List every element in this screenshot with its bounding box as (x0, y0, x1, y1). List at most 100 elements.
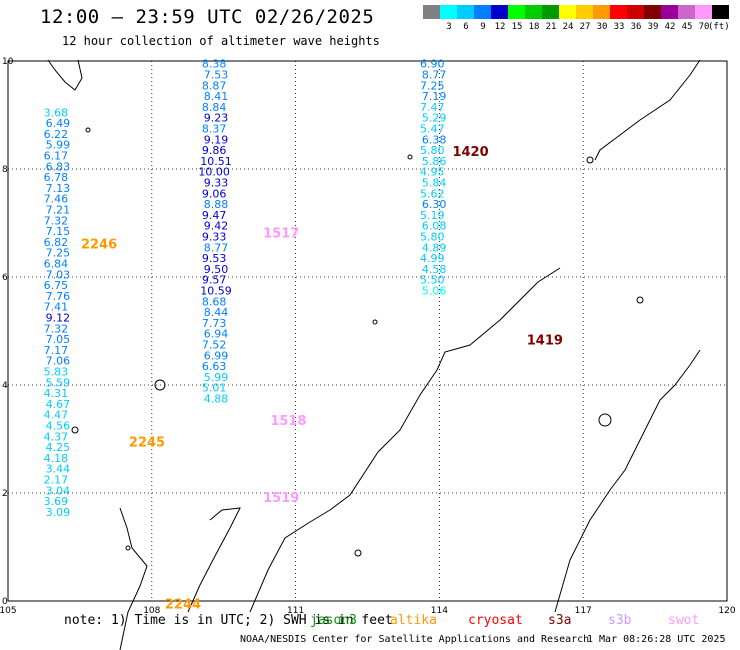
legend-swatch (508, 5, 525, 19)
legend-label: 24 (562, 22, 574, 32)
wave-height-value: 9.53 (202, 252, 227, 265)
wave-height-value: 4.47 (44, 409, 69, 422)
wave-height-value: 7.21 (46, 204, 71, 217)
lat-tick-label: 8 (2, 165, 8, 175)
legend-label: 3 (446, 22, 452, 32)
wave-height-value: 4.25 (46, 441, 71, 454)
wave-height-value: 6.94 (204, 328, 229, 341)
legend-label: 70 (698, 22, 710, 32)
generated-timestamp: 1 Mar 08:26:28 UTC 2025 (587, 634, 726, 645)
wave-height-value: 9.50 (204, 263, 229, 276)
lat-tick-label: 4 (2, 381, 8, 391)
wave-height-value: 7.41 (44, 301, 69, 314)
wave-height-value: 6.63 (202, 360, 227, 373)
wave-height-value: 2.17 (44, 474, 69, 487)
wave-height-value: 9.06 (202, 187, 227, 200)
wave-height-value: 5.29 (422, 112, 447, 125)
wave-height-value: 6.38 (422, 133, 447, 146)
island (586, 156, 594, 164)
pass-time-label: 1420 (452, 145, 488, 160)
coastline-vietnam-south (47, 59, 83, 91)
legend-label: 39 (647, 22, 659, 32)
legend-label: 30 (596, 22, 608, 32)
wave-height-value: 3.68 (44, 106, 69, 119)
island (71, 426, 79, 434)
legend-label: 18 (528, 22, 540, 32)
lat-tick-label: 0 (2, 597, 8, 607)
legend-label: 36 (630, 22, 642, 32)
wave-height-value: 5.50 (420, 274, 445, 287)
satellite-legend-item: jason3 (310, 613, 357, 628)
wave-height-value: 7.05 (46, 333, 71, 346)
legend-label: 9 (480, 22, 486, 32)
lat-tick-label: 6 (2, 273, 8, 283)
wave-height-value: 6.90 (420, 58, 445, 71)
legend-swatch (440, 5, 457, 19)
wave-height-value: 3.04 (46, 484, 71, 497)
wave-height-value: 5.80 (420, 144, 445, 157)
coastline-sumatra (187, 507, 241, 613)
legend-swatch (457, 5, 474, 19)
pass-time-label: 1517 (263, 227, 299, 242)
lon-tick-label: 108 (143, 606, 160, 616)
wave-height-value: 7.73 (202, 317, 227, 330)
pass-time-label: 2245 (129, 436, 165, 451)
wave-height-value: 6.84 (44, 258, 69, 271)
lon-tick-label: 105 (0, 606, 17, 616)
wave-height-value: 6.30 (422, 198, 447, 211)
map-title: 12:00 – 23:59 UTC 02/26/2025 (40, 6, 375, 28)
map-subtitle: 12 hour collection of altimeter wave hei… (62, 34, 380, 48)
wave-height-value: 4.89 (422, 241, 447, 254)
wave-height-value: 4.37 (44, 430, 69, 443)
wave-height-value: 6.08 (422, 220, 447, 233)
wave-height-value: 8.77 (422, 69, 447, 82)
wave-height-value: 9.12 (46, 312, 71, 325)
satellite-legend-item: s3a (548, 613, 572, 628)
islands (71, 127, 644, 557)
wave-height-value: 7.32 (44, 214, 69, 227)
wave-height-value: 9.33 (204, 177, 229, 190)
satellite-legend-item: swot (668, 613, 700, 628)
lon-tick-label: 114 (431, 606, 448, 616)
lat-tick-label: 10 (2, 57, 14, 67)
wave-height-value: 6.99 (204, 349, 229, 362)
footer-note: note: 1) Time is in UTC; 2) SWH is in fe… (64, 613, 393, 628)
pass-time-labels: 2246 1517 1420 1419 1518 2245 1519 2244 (81, 145, 563, 613)
coastline-luzon (594, 59, 701, 161)
wave-height-value: 4.58 (422, 263, 447, 276)
legend-swatch (593, 5, 610, 19)
island (354, 549, 362, 557)
wave-height-value: 10.00 (198, 166, 230, 179)
island (125, 545, 131, 551)
legend-label: 15 (511, 22, 523, 32)
wave-height-value: 4.67 (46, 398, 71, 411)
wave-height-value: 7.25 (420, 79, 445, 92)
credit-line: NOAA/NESDIS Center for Satellite Applica… (240, 634, 590, 645)
lat-lon-grid (8, 61, 727, 601)
wave-height-value: 4.99 (420, 252, 445, 265)
wave-height-value: 7.52 (202, 339, 227, 352)
island (407, 154, 413, 160)
wave-height-value: 5.86 (422, 155, 447, 168)
wave-height-value: 8.38 (202, 58, 227, 71)
satellite-legend-item: s3b (608, 613, 632, 628)
wave-height-value: 6.83 (46, 160, 71, 173)
wave-height-value: 7.32 (44, 322, 69, 335)
wave-height-value: 9.19 (204, 133, 229, 146)
wave-height-value: 5.59 (46, 376, 71, 389)
legend-swatch (610, 5, 627, 19)
wave-height-value: 7.19 (422, 90, 447, 103)
legend-swatch (695, 5, 712, 19)
wave-height-value: 8.84 (202, 101, 227, 114)
island (372, 319, 378, 325)
legend-swatch (474, 5, 491, 19)
wave-height-value: 3.69 (44, 495, 69, 508)
wave-height-value: 4.88 (204, 393, 229, 406)
wave-height-value: 5.06 (422, 285, 447, 298)
wave-height-value: 7.15 (46, 225, 71, 238)
altimeter-tracks: 3.686.496.225.996.176.836.787.137.467.21… (44, 58, 447, 519)
wave-height-value: 6.22 (44, 128, 69, 141)
wave-height-value: 6.78 (44, 171, 69, 184)
lon-tick-label: 111 (287, 606, 304, 616)
